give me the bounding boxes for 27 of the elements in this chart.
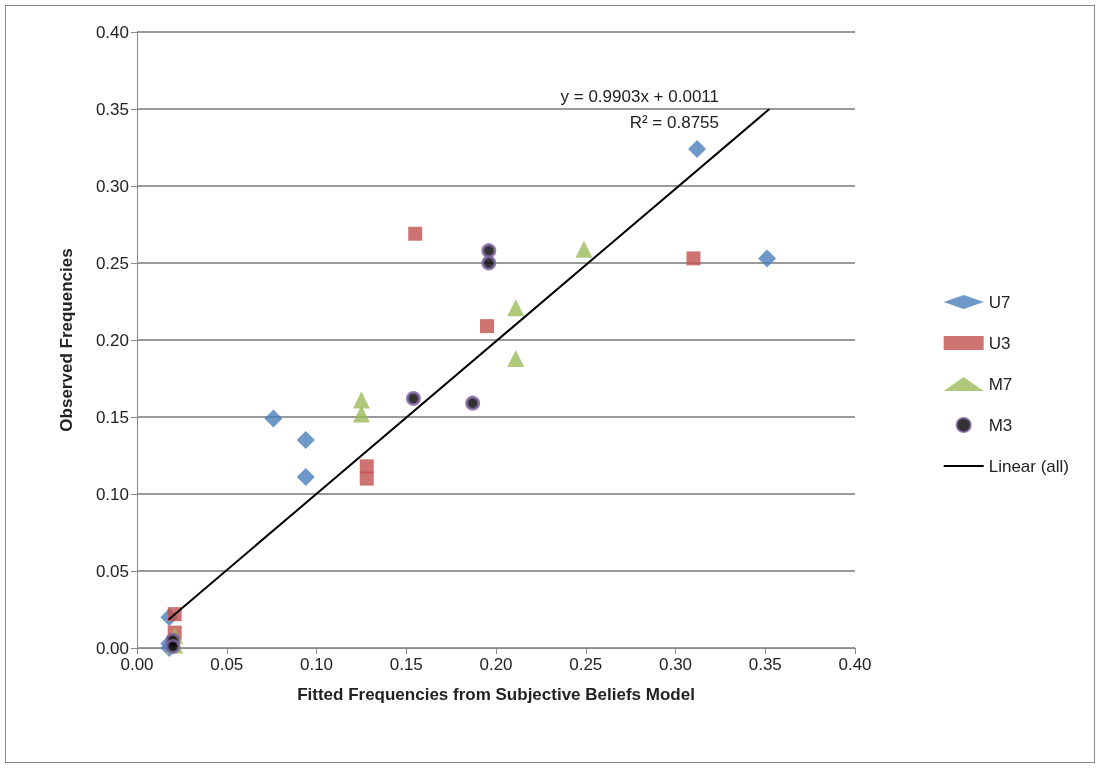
legend-label: M7 [988, 374, 1013, 394]
x-tick-label: 0.40 [838, 655, 872, 674]
y-tick-label: 0.25 [95, 253, 129, 273]
y-tick-label: 0.00 [95, 638, 129, 658]
x-tick-label: 0.30 [658, 655, 693, 674]
x-tick-label: 0.10 [299, 655, 334, 674]
y-tick-label: 0.05 [95, 561, 129, 581]
x-axis-title: Fitted Frequencies from Subjective Beliefs Model [297, 685, 695, 704]
x-tick-label: 0.35 [748, 655, 782, 674]
legend-label: U3 [988, 333, 1011, 353]
y-tick-label: 0.15 [95, 407, 129, 427]
annotation: R² = 0.8755 [629, 113, 719, 132]
x-tick-label: 0.25 [569, 655, 603, 674]
legend-label: M3 [988, 415, 1013, 435]
y-tick-label: 0.40 [95, 22, 129, 42]
y-axis-title: Observed Frequencies [57, 248, 76, 432]
annotation: y = 0.9903x + 0.0011 [560, 87, 720, 106]
y-tick-label: 0.10 [95, 484, 129, 504]
legend-label: U7 [988, 292, 1011, 312]
x-tick-label: 0.05 [210, 655, 244, 674]
y-tick-label: 0.35 [95, 99, 129, 119]
x-tick-label: 0.00 [120, 655, 154, 674]
legend-label: Linear (all) [988, 456, 1069, 476]
y-tick-label: 0.20 [95, 330, 129, 350]
y-tick-label: 0.30 [95, 176, 129, 196]
x-tick-label: 0.15 [389, 655, 423, 674]
x-tick-label: 0.20 [479, 655, 513, 674]
